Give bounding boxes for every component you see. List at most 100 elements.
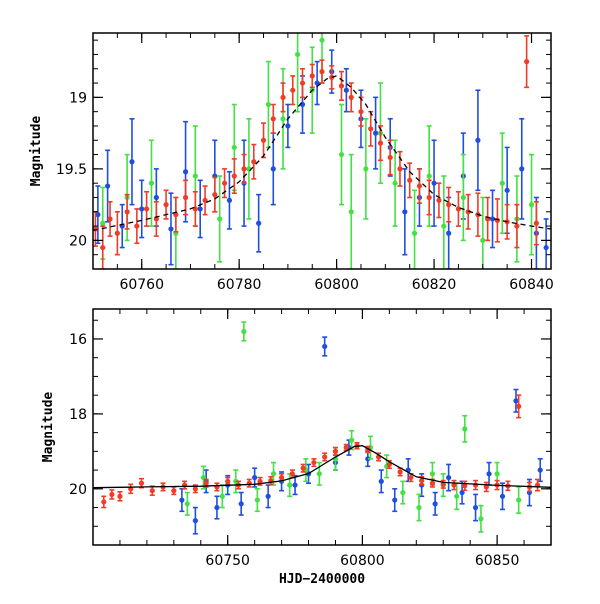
red-data-point [309,73,315,79]
red-data-point [192,486,198,492]
blue-data-point [197,206,203,212]
bottom-panel-marks [93,321,551,535]
red-data-point [114,230,120,236]
red-data-point [407,177,413,183]
red-data-point [257,478,263,484]
red-data-point [290,87,296,93]
x-tick-label: 60750 [205,553,250,569]
red-data-point [225,478,231,484]
green-data-point [100,220,106,226]
y-tick-label: 18 [69,407,87,423]
red-data-point [231,173,237,179]
x-tick-label: 60800 [314,277,359,293]
red-data-point [149,488,155,494]
green-data-point [316,471,322,477]
red-data-point [202,197,208,203]
green-data-point [429,471,436,477]
blue-data-point [182,169,189,175]
blue-data-point [543,244,549,251]
red-data-point [289,471,295,477]
blue-data-point [226,197,233,203]
green-data-point [348,209,354,215]
bottom-panel-ticks: 60750 60800 60850 16 18 20 [69,309,552,569]
x-tick-label: 60780 [217,277,262,293]
blue-data-point [292,482,298,488]
green-data-point [217,216,223,222]
red-data-point [436,197,442,203]
red-data-point [251,159,257,165]
red-data-point [397,469,403,475]
green-data-point [454,493,460,499]
blue-data-point [475,137,481,143]
x-tick-label: 60820 [412,277,457,293]
top-panel-marks [93,33,551,269]
top-panel-y-axis-label: Magnitude [29,116,44,187]
blue-data-point [270,166,276,172]
blue-data-point [343,87,349,93]
green-data-point [349,437,355,443]
red-data-point [241,166,247,172]
red-data-point [270,116,276,122]
green-data-point [270,471,277,477]
blue-data-point [519,166,525,172]
bottom-panel-x-axis-label: HJD−2400000 [279,572,365,587]
green-data-point [478,516,484,522]
red-data-point [465,209,471,215]
green-data-point [338,151,345,158]
bottom-panel: 60750 60800 60850 16 18 20 Magnitude HJD−2400… [41,308,552,587]
blue-data-point [285,123,291,129]
blue-data-point [95,212,101,218]
blue-data-point [504,187,510,193]
red-data-point [348,94,354,100]
model-curve [93,445,551,489]
blue-data-point [322,343,328,350]
green-data-point [416,504,422,511]
blue-data-point [392,497,398,503]
red-data-point [212,192,218,198]
red-data-point [117,493,123,499]
green-data-point [295,51,301,58]
blue-data-point [238,501,244,507]
blue-data-point [168,226,174,232]
red-data-point [455,206,462,212]
blue-data-point [192,518,198,524]
bottom-panel-frame [92,308,552,546]
green-data-point [392,180,398,186]
red-data-point [416,183,423,189]
red-data-point [533,220,539,226]
red-data-point [408,474,414,481]
blue-data-point [446,230,452,236]
red-data-point [524,59,530,65]
green-data-point [233,478,239,484]
red-data-point [332,448,339,454]
green-data-point [411,230,418,236]
red-data-point [426,194,432,201]
blue-data-point [486,471,492,477]
x-tick-label: 60850 [475,553,520,569]
red-data-point [299,80,306,86]
blue-data-point [153,194,159,201]
green-data-point [494,471,500,477]
blue-data-point [252,474,258,481]
red-data-point [143,206,150,212]
blue-data-point [129,159,135,165]
x-tick-label: 60800 [340,553,385,569]
red-data-point [124,209,130,215]
blue-data-point [459,489,465,496]
blue-data-point [365,456,371,462]
model-curve [93,75,551,232]
red-data-point [419,477,425,484]
green-data-point [184,501,190,507]
y-tick-label: 19.5 [56,162,87,178]
red-data-point [358,109,364,115]
red-data-point [171,488,177,494]
red-data-point [311,459,317,466]
top-panel: 60760 60780 60800 60820 60840 19 19.5 20 Magnit… [29,32,554,293]
red-data-point [514,223,520,229]
y-tick-label: 20 [69,482,87,498]
blue-data-point [499,493,506,499]
green-data-point [265,101,272,108]
green-data-point [400,489,406,496]
red-data-point [260,137,267,143]
